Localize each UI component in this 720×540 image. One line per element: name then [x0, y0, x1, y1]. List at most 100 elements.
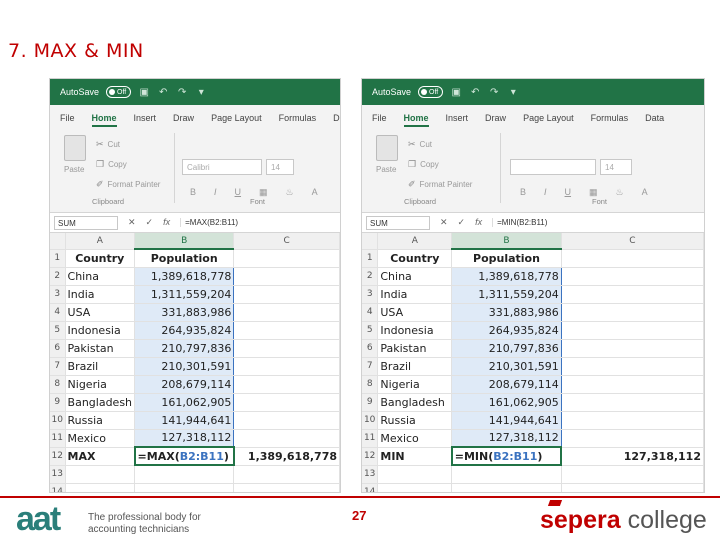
- cell-empty[interactable]: [233, 357, 340, 376]
- select-all-corner[interactable]: [362, 233, 379, 250]
- borders-icon[interactable]: ▦: [259, 187, 268, 197]
- cell-empty[interactable]: [233, 267, 340, 286]
- cell-population[interactable]: 264,935,824: [134, 321, 235, 340]
- cell-c12-result[interactable]: 1,389,618,778: [233, 447, 340, 466]
- copy-button[interactable]: ❐ Copy: [96, 159, 127, 169]
- cell-empty[interactable]: [134, 465, 235, 484]
- tab-insert[interactable]: Insert: [133, 113, 157, 123]
- insert-function-icon[interactable]: fx: [475, 217, 483, 227]
- font-size-select[interactable]: 14: [600, 159, 632, 175]
- cell-population[interactable]: 141,944,641: [451, 411, 562, 430]
- cell-a1[interactable]: Country: [65, 249, 136, 268]
- row-header[interactable]: 7: [50, 357, 66, 376]
- fill-color-icon[interactable]: ♨: [615, 187, 624, 197]
- row-header[interactable]: 9: [362, 393, 379, 412]
- redo-icon[interactable]: ↷: [490, 86, 499, 98]
- row-header[interactable]: 10: [50, 411, 66, 430]
- cell-empty[interactable]: [233, 465, 340, 484]
- row-header[interactable]: 3: [50, 285, 66, 304]
- row-header[interactable]: 5: [50, 321, 66, 340]
- font-name-select[interactable]: [510, 159, 596, 175]
- tab-insert[interactable]: Insert: [445, 113, 469, 123]
- paste-button[interactable]: Paste: [376, 165, 397, 174]
- row-header[interactable]: 9: [50, 393, 66, 412]
- tab-formulas[interactable]: Formulas: [278, 113, 317, 123]
- bold-button[interactable]: B: [190, 187, 197, 197]
- row-header[interactable]: 12: [50, 447, 66, 466]
- tab-draw[interactable]: Draw: [485, 113, 507, 123]
- format-painter-button[interactable]: ✐ Format Painter: [408, 179, 473, 189]
- save-icon[interactable]: ▣: [451, 86, 461, 98]
- cell-empty[interactable]: [233, 375, 340, 394]
- cell-population[interactable]: 1,311,559,204: [451, 285, 562, 304]
- underline-button[interactable]: U: [234, 187, 242, 197]
- cell-a12-label[interactable]: MIN: [377, 447, 453, 466]
- cell-empty[interactable]: [233, 321, 340, 340]
- cell-empty[interactable]: [233, 393, 340, 412]
- formula-input[interactable]: =MIN(B2:B11): [492, 218, 547, 227]
- cell-country[interactable]: India: [377, 285, 453, 304]
- cell-empty[interactable]: [561, 429, 704, 448]
- font-name-select[interactable]: Calibri: [182, 159, 262, 175]
- row-header[interactable]: 8: [50, 375, 66, 394]
- customize-toolbar-icon[interactable]: ▾: [198, 86, 204, 98]
- cell-empty[interactable]: [451, 483, 562, 492]
- cell-population[interactable]: 141,944,641: [134, 411, 235, 430]
- cell-country[interactable]: USA: [377, 303, 453, 322]
- column-header-a[interactable]: A: [377, 233, 453, 250]
- row-header[interactable]: 2: [50, 267, 66, 286]
- column-header-c[interactable]: C: [561, 233, 704, 250]
- font-color-icon[interactable]: A: [641, 187, 648, 197]
- cell-country[interactable]: Pakistan: [65, 339, 136, 358]
- cell-empty[interactable]: [65, 483, 136, 492]
- borders-icon[interactable]: ▦: [589, 187, 598, 197]
- cell-population[interactable]: 210,797,836: [134, 339, 235, 358]
- row-header[interactable]: 1: [50, 249, 66, 268]
- cell-population[interactable]: 161,062,905: [134, 393, 235, 412]
- cell-empty[interactable]: [561, 357, 704, 376]
- cell-b12-formula[interactable]: =MIN(B2:B11): [450, 446, 563, 466]
- tab-data[interactable]: Data: [333, 113, 340, 123]
- cell-c1[interactable]: [561, 249, 704, 268]
- cell-country[interactable]: Indonesia: [65, 321, 136, 340]
- tab-page-layout[interactable]: Page Layout: [211, 113, 262, 123]
- column-header-a[interactable]: A: [65, 233, 136, 250]
- cell-empty[interactable]: [233, 411, 340, 430]
- cell-b12-formula[interactable]: =MAX(B2:B11): [133, 446, 235, 466]
- tab-data[interactable]: Data: [645, 113, 665, 123]
- cell-c1[interactable]: [233, 249, 340, 268]
- cell-empty[interactable]: [134, 483, 235, 492]
- cell-country[interactable]: USA: [65, 303, 136, 322]
- cut-button[interactable]: ✂ Cut: [408, 139, 432, 149]
- cell-population[interactable]: 1,311,559,204: [134, 285, 235, 304]
- row-header[interactable]: 11: [362, 429, 379, 448]
- cancel-icon[interactable]: ✕: [128, 217, 136, 227]
- cell-country[interactable]: China: [65, 267, 136, 286]
- autosave-toggle[interactable]: Off: [106, 86, 132, 98]
- cell-country[interactable]: Nigeria: [65, 375, 136, 394]
- cell-empty[interactable]: [233, 483, 340, 492]
- row-header[interactable]: 4: [362, 303, 379, 322]
- cell-a12-label[interactable]: MAX: [65, 447, 136, 466]
- paste-button[interactable]: Paste: [64, 165, 85, 174]
- cell-empty[interactable]: [561, 465, 704, 484]
- row-header[interactable]: 2: [362, 267, 379, 286]
- cell-empty[interactable]: [233, 429, 340, 448]
- cell-population[interactable]: 210,301,591: [134, 357, 235, 376]
- tab-formulas[interactable]: Formulas: [590, 113, 629, 123]
- insert-function-icon[interactable]: fx: [163, 217, 171, 227]
- cell-country[interactable]: Pakistan: [377, 339, 453, 358]
- cell-population[interactable]: 264,935,824: [451, 321, 562, 340]
- autosave-toggle[interactable]: Off: [418, 86, 444, 98]
- save-icon[interactable]: ▣: [139, 86, 149, 98]
- cell-population[interactable]: 1,389,618,778: [134, 266, 235, 286]
- cell-country[interactable]: Bangladesh: [377, 393, 453, 412]
- cell-country[interactable]: Brazil: [377, 357, 453, 376]
- cell-country[interactable]: Russia: [65, 411, 136, 430]
- copy-button[interactable]: ❐ Copy: [408, 159, 439, 169]
- cell-population[interactable]: 127,318,112: [451, 429, 562, 448]
- row-header[interactable]: 5: [362, 321, 379, 340]
- cell-population[interactable]: 1,389,618,778: [451, 266, 562, 286]
- font-color-icon[interactable]: A: [311, 187, 318, 197]
- tab-home[interactable]: Home: [403, 113, 429, 127]
